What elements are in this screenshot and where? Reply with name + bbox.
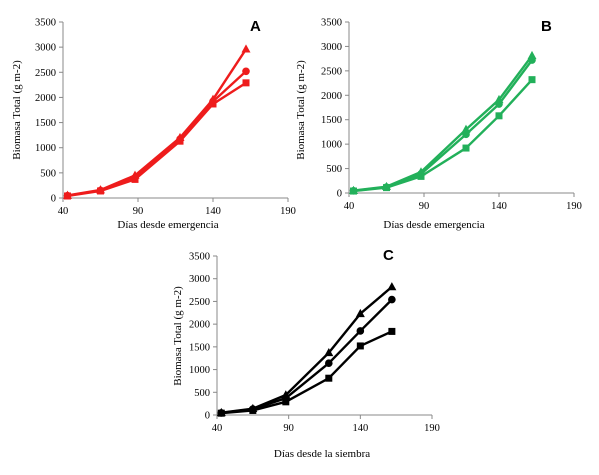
data-point-circle	[388, 295, 396, 304]
y-tick-label: 1000	[321, 140, 342, 151]
data-point-square	[97, 187, 104, 195]
x-tick-label: 40	[58, 206, 69, 217]
data-point-square	[282, 398, 290, 406]
y-axis-label: Biomasa Total (g m-2)	[11, 60, 23, 160]
x-tick-label: 140	[491, 201, 507, 212]
y-tick-label: 3000	[321, 42, 342, 53]
y-axis-label: Biomasa Total (g m-2)	[295, 60, 307, 160]
panel-b: B Biomasa Total (g m-2) Días desde emerg…	[295, 18, 582, 232]
y-tick-label: 2500	[189, 297, 210, 308]
data-point-square	[176, 137, 184, 145]
data-point-square	[209, 100, 217, 108]
y-tick-label: 1500	[321, 115, 342, 126]
series-line-square	[67, 81, 247, 198]
y-axis-label: Biomasa Total (g m-2)	[172, 286, 184, 386]
data-point-square	[462, 144, 470, 152]
data-point-square	[242, 79, 250, 87]
series-line-square	[353, 78, 533, 193]
data-point-square	[64, 192, 71, 200]
data-point-circle	[462, 130, 470, 139]
y-tick-label: 3500	[189, 252, 210, 263]
x-tick-label: 190	[280, 206, 296, 217]
panel-label: B	[541, 18, 552, 35]
y-tick-label: 1000	[189, 365, 210, 376]
y-tick-label: 500	[326, 164, 342, 175]
y-tick-label: 2500	[35, 68, 56, 79]
y-tick-label: 3500	[35, 18, 56, 29]
data-point-circle	[325, 359, 333, 368]
x-tick-label: 140	[352, 423, 368, 434]
y-tick-label: 1500	[189, 342, 210, 353]
x-tick-label: 90	[133, 206, 144, 217]
data-point-circle	[356, 327, 365, 335]
data-point-square	[350, 187, 357, 195]
panel-a: A Biomasa Total (g m-2) Días desde emerg…	[11, 18, 296, 232]
y-tick-label: 1000	[35, 143, 56, 154]
data-point-square	[388, 327, 396, 335]
data-point-circle	[495, 100, 503, 108]
series-line-circle	[221, 298, 393, 415]
x-tick-label: 190	[566, 201, 582, 212]
y-tick-label: 2000	[35, 93, 56, 104]
series-line-square	[221, 330, 393, 415]
data-point-square	[356, 342, 364, 350]
data-point-square	[217, 409, 225, 417]
data-point-square	[383, 184, 390, 192]
x-tick-label: 90	[419, 201, 430, 212]
series-line-triangle	[221, 285, 393, 414]
x-tick-label: 40	[344, 201, 355, 212]
y-tick-label: 0	[337, 189, 342, 200]
data-point-triangle	[387, 282, 397, 291]
y-tick-label: 2000	[189, 320, 210, 331]
y-tick-label: 2500	[321, 66, 342, 77]
panel-c: C Biomasa Total (g m-2) Días desde la si…	[172, 247, 440, 460]
y-tick-label: 0	[51, 194, 56, 205]
data-point-square	[249, 406, 257, 414]
x-axis-label: Días desde emergencia	[383, 219, 484, 231]
x-tick-label: 190	[424, 423, 440, 434]
y-tick-label: 3000	[189, 274, 210, 285]
data-point-triangle	[241, 44, 251, 53]
x-tick-label: 140	[205, 206, 221, 217]
data-point-square	[528, 76, 536, 84]
x-tick-label: 90	[283, 423, 294, 434]
y-tick-label: 1500	[35, 118, 56, 129]
data-point-circle	[528, 56, 536, 64]
data-point-circle	[242, 67, 250, 76]
x-axis-label: Días desde emergencia	[117, 219, 218, 231]
data-point-square	[131, 175, 139, 183]
data-point-square	[417, 172, 425, 180]
panel-label: C	[383, 247, 394, 264]
y-tick-label: 2000	[321, 91, 342, 102]
data-point-triangle	[355, 308, 365, 318]
y-tick-label: 500	[40, 168, 56, 179]
x-axis-label: Días desde la siembra	[274, 448, 370, 460]
panel-label: A	[250, 18, 261, 35]
y-tick-label: 0	[205, 411, 210, 422]
data-point-square	[495, 112, 503, 120]
data-point-square	[325, 374, 333, 382]
y-tick-label: 3500	[321, 18, 342, 29]
series-line-circle	[353, 59, 533, 192]
data-point-triangle	[324, 347, 334, 357]
series-line-triangle	[353, 54, 533, 192]
y-tick-label: 3000	[35, 43, 56, 54]
x-tick-label: 40	[212, 423, 223, 434]
y-tick-label: 500	[194, 388, 210, 399]
series-line-triangle	[67, 48, 248, 197]
